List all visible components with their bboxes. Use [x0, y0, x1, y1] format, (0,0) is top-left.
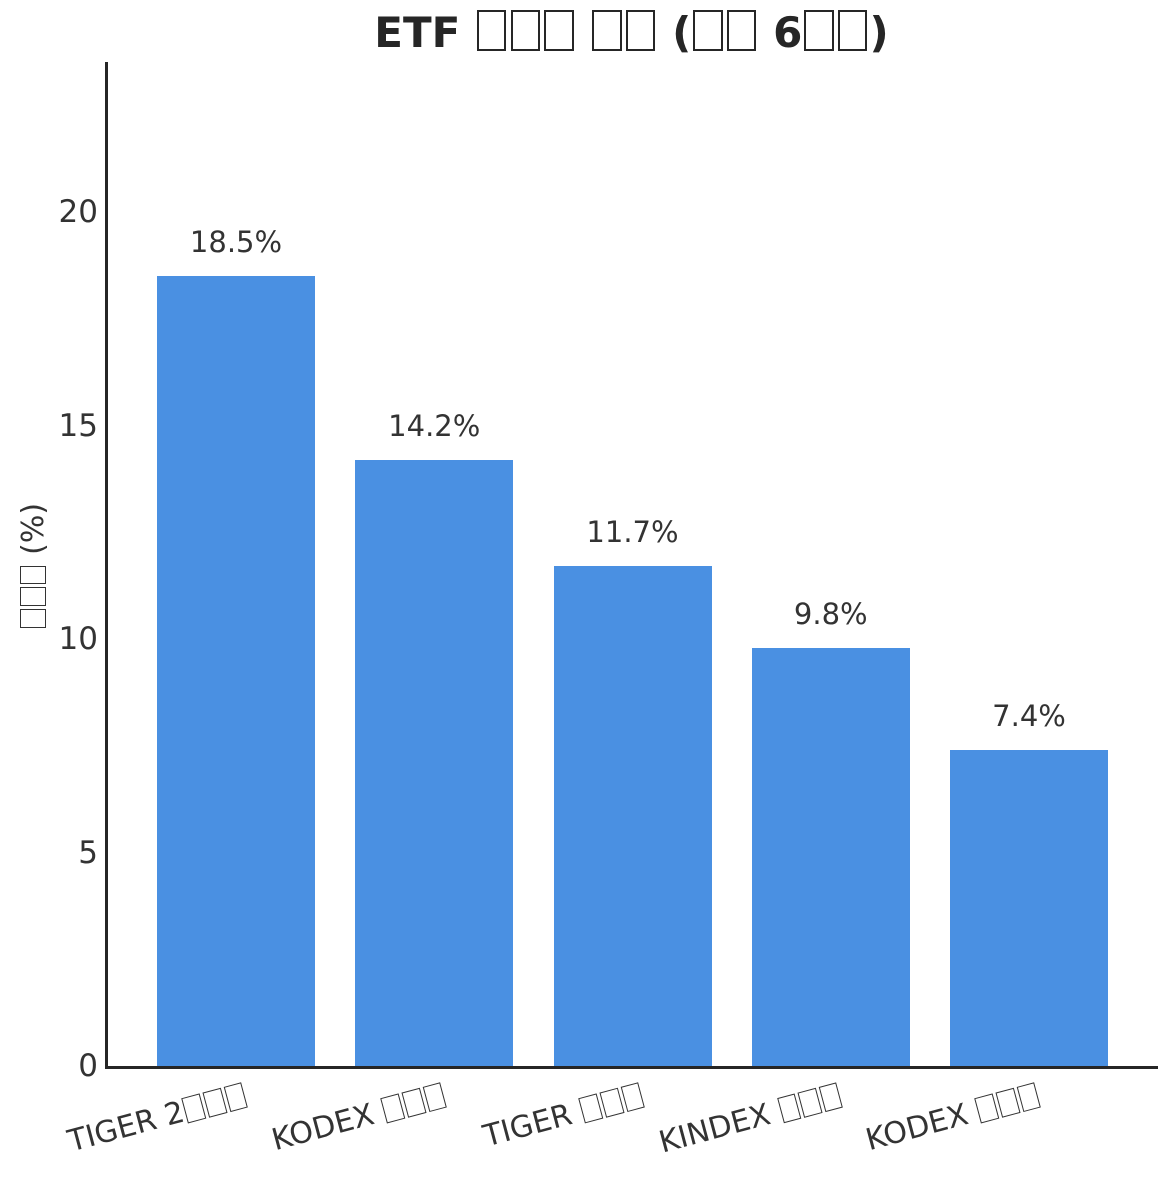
x-axis-spine	[105, 1066, 1158, 1069]
x-tick-label: TIGER	[480, 1078, 648, 1154]
x-tick-label: KINDEX	[655, 1078, 846, 1160]
y-tick-label: 5	[78, 834, 98, 871]
y-tick-label: 20	[58, 194, 98, 230]
bar	[355, 459, 514, 1066]
y-tick-label: 10	[58, 621, 98, 657]
y-tick-label: 15	[58, 407, 98, 444]
value-label: 9.8%	[793, 596, 868, 631]
y-axis-spine	[105, 62, 108, 1069]
bar	[553, 566, 712, 1066]
chart-title: ETF ( 6)	[374, 8, 889, 57]
value-label: 18.5%	[189, 225, 283, 260]
value-label: 14.2%	[388, 408, 481, 443]
bar	[751, 647, 910, 1066]
value-label: 7.4%	[992, 699, 1066, 734]
bar	[950, 750, 1108, 1066]
x-tick-label: KODEX	[268, 1078, 450, 1158]
bar	[157, 276, 315, 1066]
y-tick-label: 0	[78, 1048, 98, 1084]
x-tick-label: TIGER 2	[65, 1078, 251, 1159]
x-tick-label: KODEX	[862, 1078, 1044, 1158]
value-label: 11.7%	[586, 515, 679, 550]
